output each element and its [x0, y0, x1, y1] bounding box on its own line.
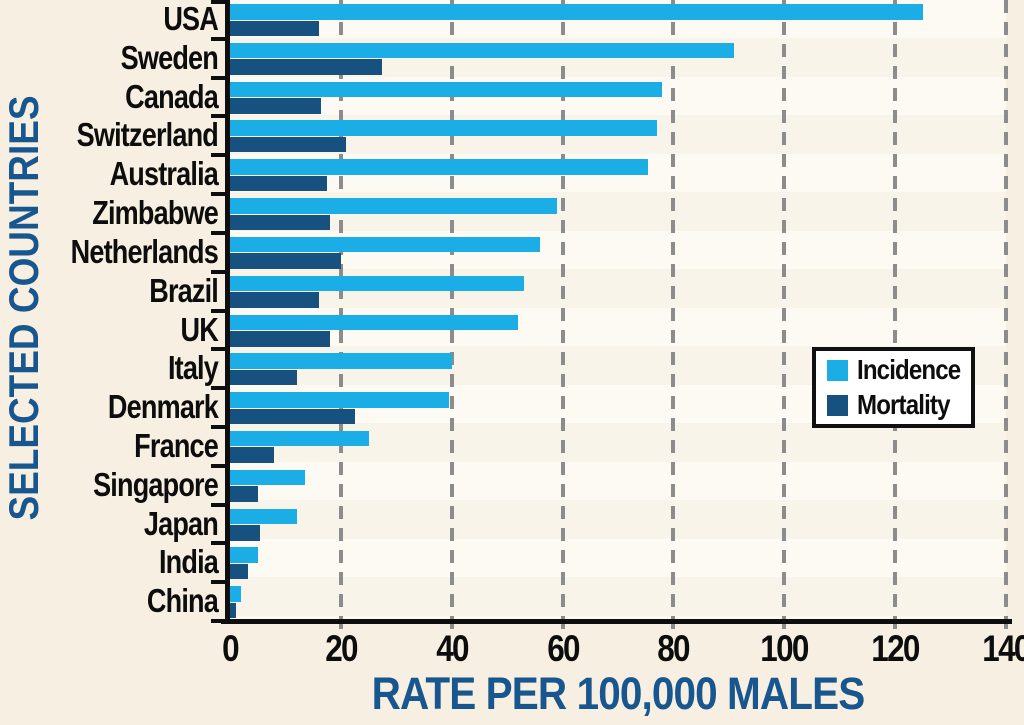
country-label-canada: Canada — [125, 77, 219, 115]
bar-incidence-brazil — [230, 275, 524, 292]
gridline-60 — [560, 0, 565, 632]
incidence-swatch-icon — [827, 359, 848, 381]
bar-incidence-france — [230, 430, 369, 447]
y-axis-tick — [211, 386, 226, 391]
bar-incidence-india — [230, 547, 258, 563]
y-axis-line — [225, 0, 230, 623]
x-tick-label-60: 60 — [546, 628, 580, 669]
x-tick-label-40: 40 — [435, 628, 469, 669]
country-label-column: USA Sweden Canada Switzerland Australia Zimba… — [0, 0, 219, 621]
x-axis-title: RATE PER 100,000 MALES — [371, 668, 866, 719]
y-axis-tick — [211, 114, 226, 119]
bar-incidence-china — [230, 586, 242, 602]
legend: Incidence Mortality — [812, 347, 975, 428]
bar-incidence-zimbabwe — [230, 198, 558, 214]
bar-incidence-switzerland — [230, 120, 657, 136]
bar-mortality-singapore — [230, 486, 258, 502]
bar-incidence-canada — [230, 81, 663, 98]
bar-mortality-italy — [230, 369, 297, 386]
x-tick-label-20: 20 — [325, 628, 358, 669]
x-tick-label-80: 80 — [657, 628, 691, 669]
bar-mortality-netherlands — [230, 253, 341, 269]
bar-mortality-usa — [230, 20, 319, 36]
country-label-brazil: Brazil — [149, 271, 219, 309]
bar-incidence-sweden — [230, 42, 735, 59]
bar-mortality-brazil — [230, 292, 319, 308]
country-label-usa: USA — [163, 0, 219, 37]
y-axis-tick — [211, 424, 226, 429]
bar-mortality-switzerland — [230, 136, 347, 153]
bar-incidence-denmark — [230, 392, 449, 408]
gridline-140 — [1004, 0, 1008, 632]
x-tick-label-140: 140 — [982, 628, 1024, 669]
country-label-singapore: Singapore — [93, 465, 219, 503]
country-label-sweden: Sweden — [120, 38, 219, 76]
country-label-france: France — [134, 426, 219, 464]
country-label-australia: Australia — [109, 155, 219, 193]
bar-mortality-zimbabwe — [230, 214, 330, 231]
country-label-uk: UK — [180, 310, 219, 348]
bar-incidence-netherlands — [230, 236, 541, 253]
country-label-india: India — [158, 543, 219, 581]
bar-incidence-italy — [230, 353, 452, 369]
legend-label-mortality: Mortality — [857, 389, 950, 420]
bar-mortality-india — [230, 563, 248, 580]
x-tick-label-100: 100 — [760, 628, 810, 669]
bar-incidence-japan — [230, 508, 297, 525]
legend-item-mortality: Mortality — [827, 391, 971, 419]
y-axis-tick — [211, 541, 226, 546]
y-axis-tick — [211, 192, 226, 197]
bar-mortality-china — [230, 602, 236, 619]
gridline-100 — [782, 0, 787, 632]
y-axis-tick — [211, 619, 226, 623]
bar-incidence-singapore — [230, 469, 305, 486]
mortality-swatch-icon — [827, 394, 848, 416]
y-axis-tick — [211, 463, 226, 468]
bar-mortality-japan — [230, 525, 261, 541]
gridline-80 — [671, 0, 676, 632]
x-tick-label-120: 120 — [871, 628, 920, 669]
gridline-120 — [893, 0, 898, 632]
country-label-china: China — [146, 582, 219, 620]
legend-item-incidence: Incidence — [827, 356, 971, 384]
bar-mortality-uk — [230, 331, 330, 347]
bar-mortality-denmark — [230, 408, 355, 425]
bar-incidence-usa — [230, 4, 923, 20]
y-axis-tick — [211, 308, 226, 313]
y-axis-tick — [211, 153, 226, 158]
bar-mortality-australia — [230, 175, 327, 192]
bar-mortality-canada — [230, 98, 322, 114]
bar-incidence-uk — [230, 314, 519, 330]
y-axis-tick — [211, 75, 226, 80]
bar-mortality-france — [230, 447, 275, 463]
x-axis-line — [221, 619, 1012, 624]
bar-incidence-australia — [230, 159, 649, 175]
y-axis-tick — [211, 0, 226, 4]
country-label-italy: Italy — [167, 349, 219, 387]
plot-area — [230, 0, 1008, 632]
y-axis-tick — [211, 347, 226, 352]
country-label-zimbabwe: Zimbabwe — [92, 194, 219, 232]
y-axis-tick — [211, 36, 226, 41]
country-label-switzerland: Switzerland — [76, 116, 219, 154]
y-axis-tick — [211, 580, 226, 585]
y-axis-tick — [211, 269, 226, 274]
y-axis-tick — [211, 502, 226, 507]
country-label-netherlands: Netherlands — [70, 232, 219, 270]
country-label-denmark: Denmark — [107, 388, 219, 426]
country-label-japan: Japan — [143, 504, 219, 542]
y-axis-tick — [211, 230, 226, 235]
bar-mortality-sweden — [230, 59, 383, 75]
x-tick-label-0: 0 — [222, 628, 239, 669]
legend-label-incidence: Incidence — [857, 354, 961, 385]
